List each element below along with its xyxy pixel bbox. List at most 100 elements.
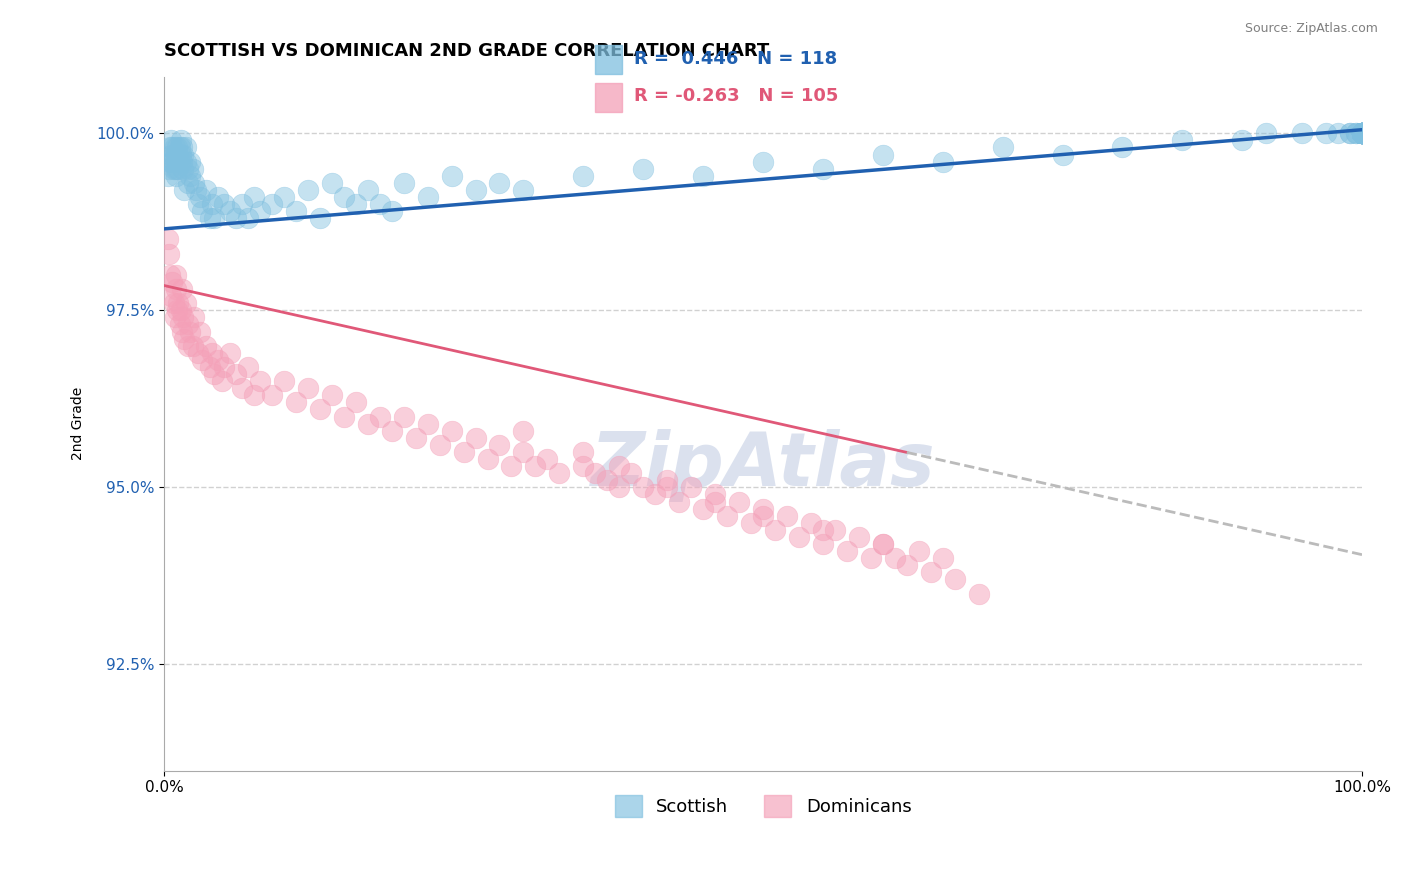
Point — [1339, 126, 1361, 140]
Point — [548, 467, 571, 481]
Point — [179, 325, 201, 339]
Point — [236, 211, 259, 226]
Point — [201, 197, 224, 211]
Point — [202, 211, 225, 226]
Point — [583, 467, 606, 481]
Point — [1052, 147, 1074, 161]
Point — [1351, 126, 1374, 140]
Point — [172, 147, 194, 161]
Point — [162, 140, 184, 154]
Point — [169, 140, 191, 154]
Point — [1339, 126, 1361, 140]
Point — [1351, 126, 1374, 140]
Point — [162, 154, 184, 169]
Point — [225, 367, 247, 381]
Point — [752, 501, 775, 516]
Point — [872, 537, 894, 551]
Point — [166, 140, 188, 154]
Point — [183, 310, 205, 325]
Point — [236, 359, 259, 374]
Point — [165, 161, 187, 176]
Point — [166, 303, 188, 318]
Point — [644, 487, 666, 501]
Point — [872, 537, 894, 551]
Point — [776, 508, 799, 523]
Point — [440, 424, 463, 438]
Text: R = -0.263   N = 105: R = -0.263 N = 105 — [634, 87, 838, 104]
Point — [1344, 126, 1367, 140]
Point — [159, 268, 181, 282]
Point — [1351, 126, 1374, 140]
Point — [308, 402, 330, 417]
Point — [159, 140, 181, 154]
Point — [273, 374, 295, 388]
Point — [156, 169, 179, 183]
Point — [835, 544, 858, 558]
Point — [207, 190, 229, 204]
Point — [572, 459, 595, 474]
Point — [201, 346, 224, 360]
Point — [1351, 126, 1374, 140]
Point — [907, 544, 929, 558]
Point — [607, 480, 630, 494]
Point — [1351, 126, 1374, 140]
Point — [177, 161, 200, 176]
Point — [170, 325, 193, 339]
Point — [416, 417, 439, 431]
Point — [344, 395, 367, 409]
Point — [231, 381, 253, 395]
Point — [162, 275, 184, 289]
Point — [704, 494, 727, 508]
Point — [160, 289, 183, 303]
Point — [512, 445, 534, 459]
Point — [165, 147, 187, 161]
Point — [177, 176, 200, 190]
Point — [800, 516, 823, 530]
Point — [1351, 126, 1374, 140]
Point — [429, 438, 451, 452]
Point — [1351, 126, 1374, 140]
Point — [1351, 126, 1374, 140]
Y-axis label: 2nd Grade: 2nd Grade — [72, 387, 86, 460]
Point — [464, 431, 486, 445]
Point — [167, 161, 190, 176]
Point — [572, 445, 595, 459]
Point — [163, 161, 186, 176]
Point — [170, 154, 193, 169]
Point — [657, 473, 679, 487]
Point — [260, 197, 283, 211]
Point — [273, 190, 295, 204]
Point — [752, 508, 775, 523]
Point — [195, 183, 218, 197]
Point — [177, 339, 200, 353]
Point — [332, 190, 354, 204]
Point — [186, 183, 208, 197]
Point — [167, 296, 190, 310]
Point — [163, 296, 186, 310]
Point — [172, 161, 194, 176]
Point — [1351, 126, 1374, 140]
Point — [1351, 126, 1374, 140]
Text: ZipAtlas: ZipAtlas — [591, 429, 935, 502]
Point — [207, 352, 229, 367]
Point — [368, 197, 391, 211]
Point — [170, 303, 193, 318]
Point — [692, 501, 714, 516]
Point — [219, 346, 242, 360]
Point — [1351, 126, 1374, 140]
Point — [1111, 140, 1133, 154]
Point — [512, 424, 534, 438]
Point — [883, 551, 905, 566]
Point — [160, 147, 183, 161]
Point — [1351, 126, 1374, 140]
Point — [1351, 126, 1374, 140]
Point — [1171, 133, 1194, 147]
Point — [344, 197, 367, 211]
Point — [811, 161, 834, 176]
Point — [157, 246, 180, 260]
Point — [1351, 126, 1374, 140]
Point — [260, 388, 283, 402]
Point — [174, 154, 197, 169]
Point — [156, 232, 179, 246]
Point — [212, 197, 235, 211]
